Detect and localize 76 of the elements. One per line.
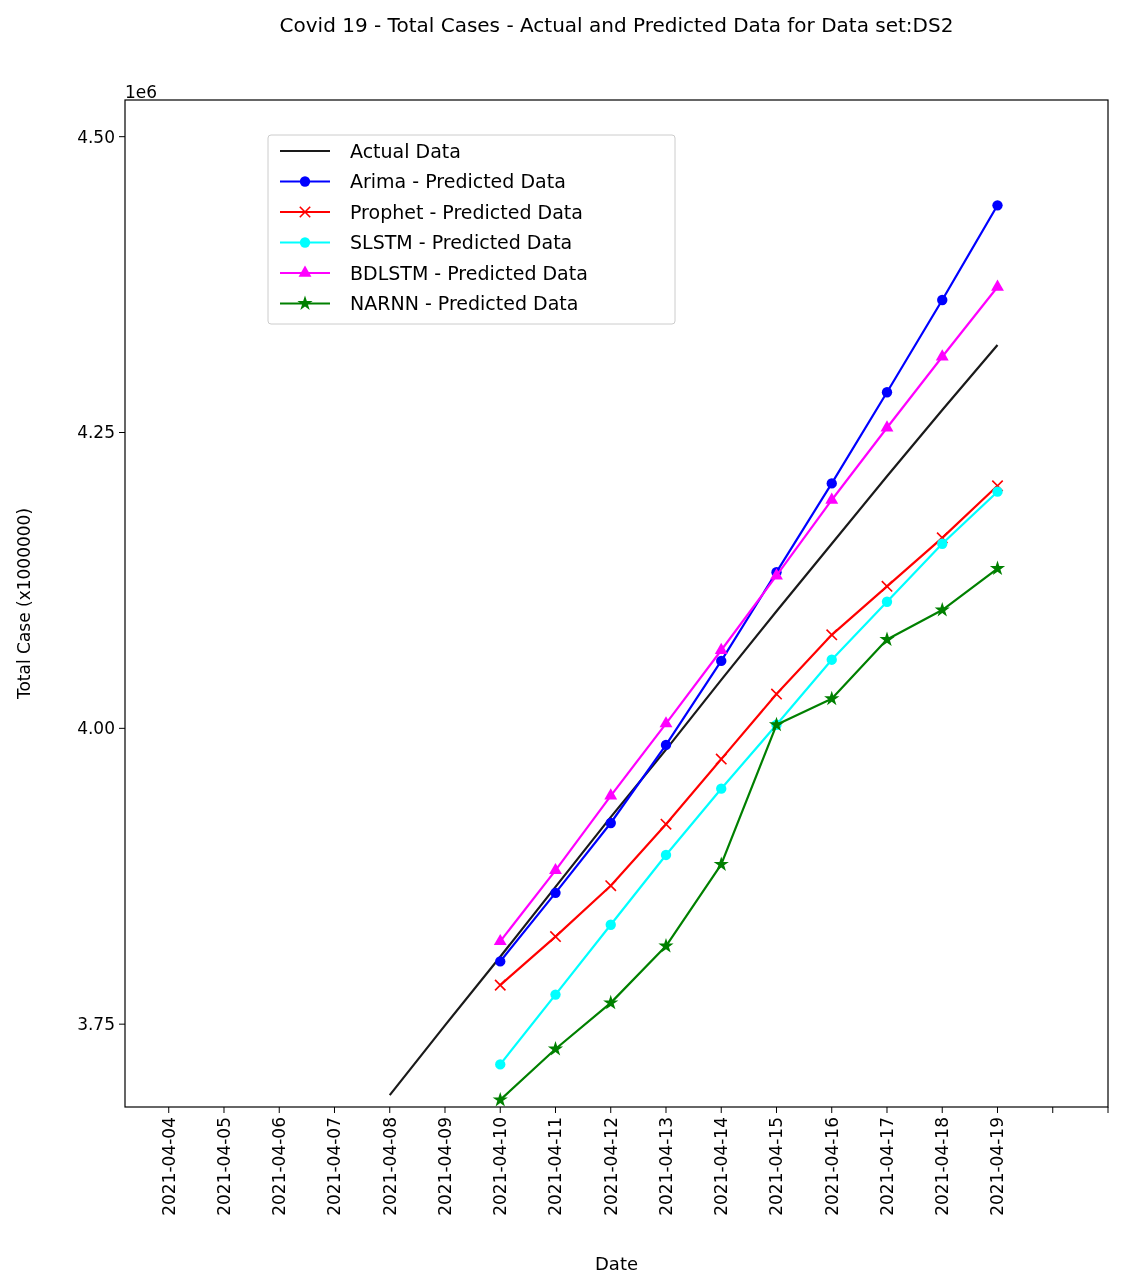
point (605, 919, 616, 930)
legend-label: Actual Data (350, 139, 461, 162)
point (937, 538, 948, 549)
x-tick-label: 2021-04-08 (379, 1117, 400, 1216)
x-tick-label: 2021-04-09 (434, 1117, 455, 1216)
point (989, 560, 1006, 576)
point (660, 849, 672, 861)
point (603, 994, 619, 1010)
x-tick-label: 2021-04-12 (600, 1117, 621, 1216)
x-tick-label: 2021-04-07 (324, 1117, 345, 1216)
point (547, 1041, 564, 1056)
y-tick-label: 4.25 (77, 422, 115, 443)
point (880, 420, 894, 432)
x-tick-label: 2021-04-13 (655, 1117, 676, 1216)
x-tick-label: 2021-04-18 (932, 1117, 953, 1216)
legend-label: NARNN - Predicted Data (350, 292, 579, 315)
x-tick-label: 2021-04-19 (987, 1117, 1008, 1216)
x-tick-label: 2021-04-04 (158, 1117, 179, 1216)
y-tick-label: 4.00 (77, 718, 115, 739)
legend-label: SLSTM - Predicted Data (350, 231, 573, 254)
point (716, 783, 727, 794)
point (550, 887, 561, 898)
point (716, 655, 727, 667)
point (659, 716, 673, 728)
point (714, 642, 728, 654)
point (715, 753, 728, 766)
point (549, 930, 562, 943)
point (826, 478, 837, 489)
point (492, 1091, 508, 1107)
point (879, 631, 895, 647)
y-axis-title: Total Case (x1000000) (14, 507, 34, 701)
legend-label: Arima - Predicted Data (350, 170, 566, 193)
legend-label: Prophet - Predicted Data (350, 200, 583, 223)
line-series (388, 343, 999, 1097)
x-tick-label: 2021-04-10 (490, 1117, 511, 1216)
point (991, 479, 1004, 492)
chart-title: Covid 19 - Total Cases - Actual and Predicted Data for Data set:DS2 (279, 13, 954, 37)
point (825, 492, 839, 504)
x-tick-label: 2021-04-06 (269, 1117, 290, 1216)
x-axis-title: Date (594, 1253, 639, 1274)
point (825, 628, 838, 641)
x-tick-label: 2021-04-15 (766, 1117, 787, 1216)
point (934, 602, 950, 617)
point (881, 387, 893, 398)
point (991, 279, 1004, 291)
x-tick-label: 2021-04-05 (213, 1117, 234, 1216)
point (495, 1059, 506, 1070)
point (604, 788, 618, 800)
annotation: 1e6 (125, 82, 158, 102)
point (937, 294, 948, 306)
point (992, 486, 1003, 497)
point (824, 690, 840, 706)
point (550, 989, 561, 1000)
x-tick-label: 2021-04-11 (545, 1117, 566, 1216)
x-tick-label: 2021-04-14 (711, 1117, 732, 1216)
point (605, 817, 616, 829)
point (495, 956, 506, 967)
y-tick-label: 3.75 (77, 1014, 115, 1035)
point (494, 979, 507, 992)
point (935, 349, 949, 361)
point (493, 933, 507, 946)
point (660, 818, 672, 831)
legend-label: BDLSTM - Predicted Data (350, 261, 588, 284)
point (549, 862, 562, 875)
point (658, 938, 674, 953)
point (992, 200, 1003, 211)
y-tick-label: 4.50 (77, 126, 115, 147)
point (881, 580, 893, 593)
point (713, 856, 729, 871)
point (770, 688, 783, 701)
x-tick-label: 2021-04-16 (821, 1117, 842, 1216)
x-tick-label: 2021-04-17 (876, 1117, 897, 1216)
point (881, 596, 893, 607)
point (826, 654, 837, 665)
point (660, 739, 672, 751)
point (604, 879, 617, 892)
